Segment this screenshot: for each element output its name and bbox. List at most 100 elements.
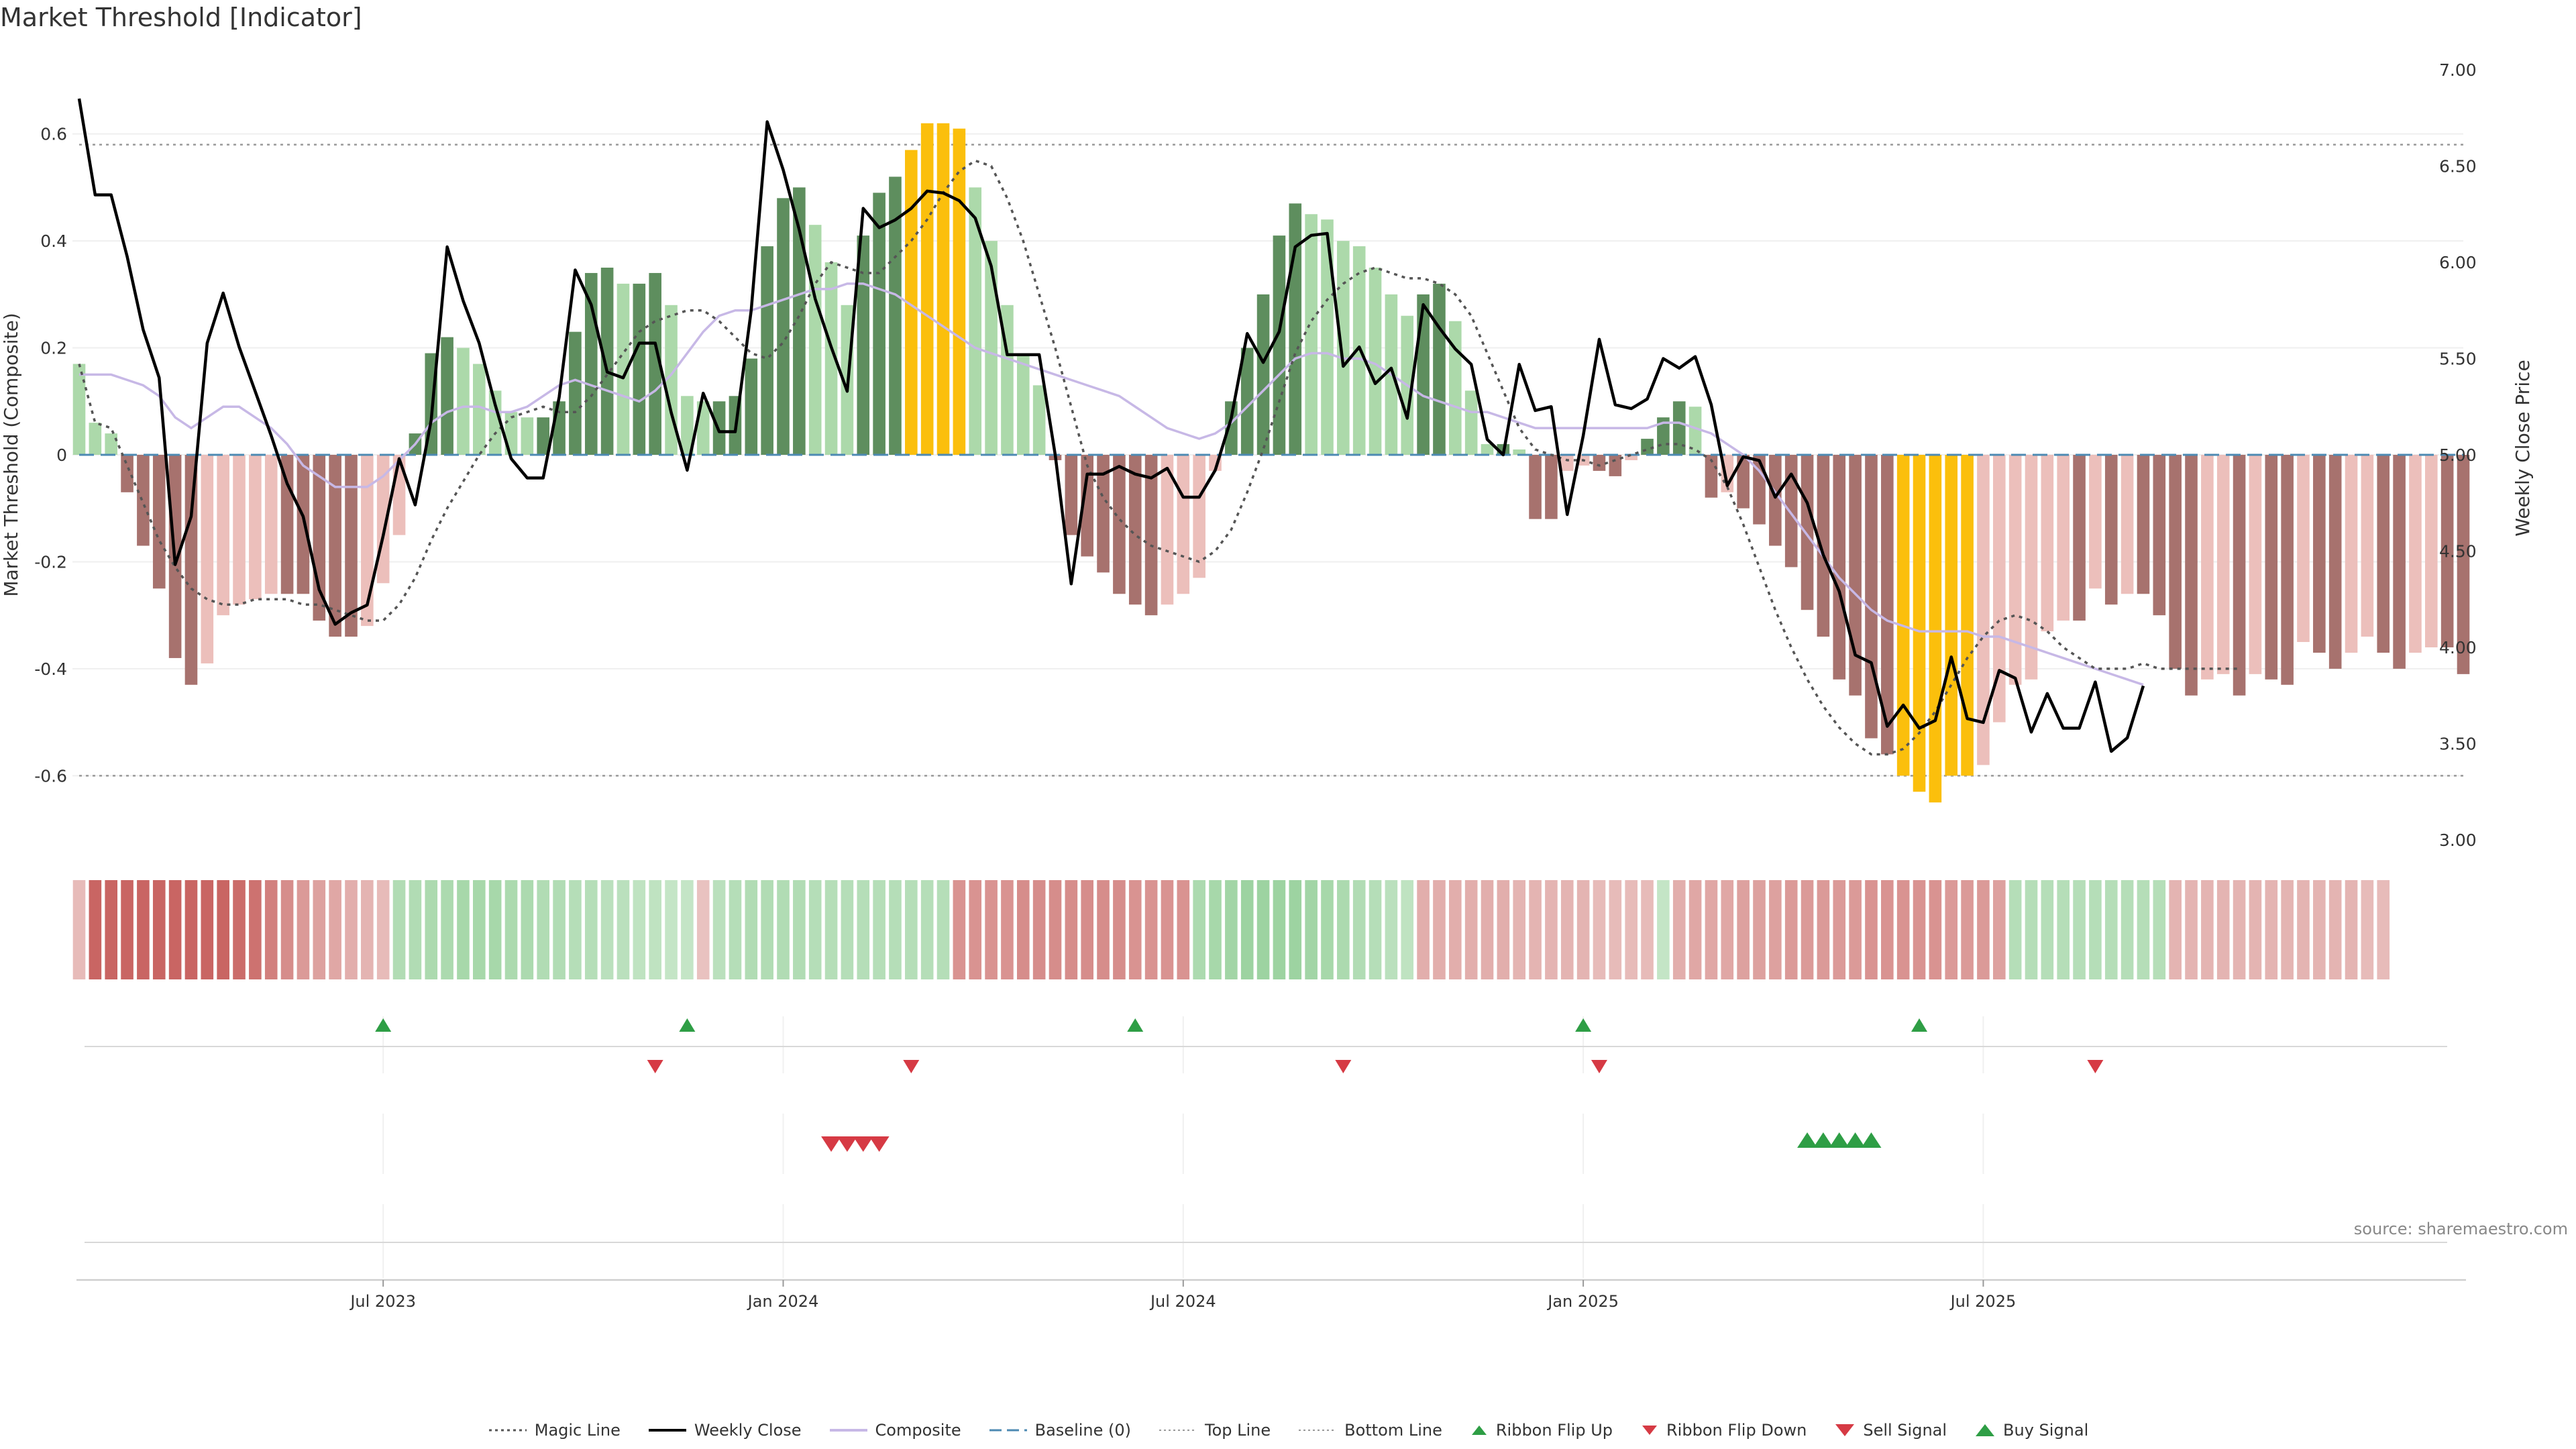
ribbon-cell (2281, 880, 2294, 979)
x-tick-label: Jan 2024 (747, 1292, 819, 1311)
ribbon-cell (1961, 880, 1974, 979)
ribbon-cell (1977, 880, 1990, 979)
ribbon-cell (873, 880, 885, 979)
composite-bar (761, 246, 773, 455)
ribbon-cell (824, 880, 838, 979)
composite-bar (2153, 455, 2166, 616)
y-tick-label-right: 5.00 (2439, 445, 2477, 465)
ribbon-cell (953, 880, 966, 979)
ribbon-cell (553, 880, 566, 979)
legend-item-ribbon-flip-down: Ribbon Flip Down (1640, 1421, 1807, 1440)
legend-label: Buy Signal (2003, 1421, 2089, 1440)
legend-label: Magic Line (534, 1421, 621, 1440)
ribbon-cell (665, 880, 678, 979)
ribbon-cell (1433, 880, 1446, 979)
composite-bar (1881, 455, 1894, 755)
ribbon-cell (1065, 880, 1078, 979)
y-tick-label-right: 4.00 (2439, 638, 2477, 657)
composite-bar (1672, 401, 1686, 455)
ribbon-flip-down-marker (647, 1060, 663, 1073)
composite-bar (1448, 321, 1462, 455)
composite-bar (1625, 455, 1638, 460)
ribbon-cell (857, 880, 870, 979)
ribbon-flip-up-marker (679, 1018, 696, 1032)
composite-bar (2008, 455, 2022, 685)
composite-bar (1368, 267, 1382, 455)
ribbon-cell (2104, 880, 2118, 979)
ribbon-cell (1769, 880, 1782, 979)
composite-bar (1769, 455, 1782, 546)
composite-line (79, 282, 2144, 686)
composite-bar (1337, 241, 1350, 455)
legend-label: Ribbon Flip Down (1666, 1421, 1807, 1440)
composite-bar (1417, 294, 1430, 455)
composite-bar (1161, 455, 1174, 605)
composite-bar (1992, 455, 2006, 722)
composite-bar (1849, 455, 1862, 696)
ribbon-cell (1753, 880, 1766, 979)
ribbon-cell (1016, 880, 1030, 979)
ribbon-cell (1833, 880, 1846, 979)
y-tick-label-left: -0.2 (34, 552, 67, 572)
composite-bar (2393, 455, 2406, 669)
ribbon-cell (1881, 880, 1894, 979)
composite-bar (2297, 455, 2310, 643)
composite-bar (2313, 455, 2326, 653)
ribbon-flip-down-marker (903, 1060, 920, 1073)
ribbon-flip-up-marker (1575, 1018, 1592, 1032)
ribbon-cell (1097, 880, 1110, 979)
composite-bar (649, 272, 661, 455)
composite-bar (1144, 455, 1158, 616)
composite-bar (1705, 455, 1718, 498)
ribbon-cell (1913, 880, 1926, 979)
composite-bar (2345, 455, 2358, 653)
ribbon-cell (1401, 880, 1414, 979)
ribbon-cell (473, 880, 486, 979)
composite-bar (1784, 455, 1798, 568)
ribbon-cell (1225, 880, 1238, 979)
ribbon-cell (1576, 880, 1590, 979)
composite-bar (873, 193, 885, 455)
ribbon-cell (696, 880, 710, 979)
composite-bar (2104, 455, 2118, 605)
composite-bar (969, 187, 982, 455)
ribbon-cell (137, 880, 150, 979)
composite-bar (793, 187, 806, 455)
composite-bar (1977, 455, 1990, 765)
composite-bar (1065, 455, 1078, 535)
composite-bar (1433, 283, 1446, 455)
composite-bar (2169, 455, 2182, 669)
ribbon-cell (1945, 880, 1958, 979)
ribbon-cell (1721, 880, 1734, 979)
composite-bar (905, 150, 918, 455)
composite-bar (345, 455, 358, 637)
ribbon-cell (1481, 880, 1494, 979)
source-note: source: sharemaestro.com (2353, 1220, 2568, 1238)
ribbon-cell (2328, 880, 2342, 979)
ribbon-cell (985, 880, 998, 979)
sell-signal-marker (869, 1136, 890, 1152)
composite-bar (2440, 455, 2454, 647)
ribbon-cell (1593, 880, 1606, 979)
composite-bar (1896, 455, 1910, 776)
ribbon-cell (1992, 880, 2006, 979)
buy-signal-marker (1829, 1132, 1849, 1148)
composite-bar (1609, 455, 1622, 476)
composite-bar (89, 423, 102, 455)
composite-bar (217, 455, 229, 616)
ribbon-cell (584, 880, 598, 979)
ribbon-cell (841, 880, 854, 979)
y-axis-title-right: Weekly Close Price (2512, 360, 2534, 536)
composite-bar (936, 123, 950, 455)
ribbon-cell (1929, 880, 1942, 979)
ribbon-cell (441, 880, 453, 979)
composite-bar (1225, 401, 1238, 455)
ribbon-cell (297, 880, 310, 979)
ribbon-cell (1497, 880, 1510, 979)
composite-bar (1128, 455, 1142, 605)
legend-label: Ribbon Flip Up (1495, 1421, 1613, 1440)
buy-signal-marker (1813, 1132, 1833, 1148)
ribbon-cell (361, 880, 374, 979)
composite-bar (1737, 455, 1750, 508)
